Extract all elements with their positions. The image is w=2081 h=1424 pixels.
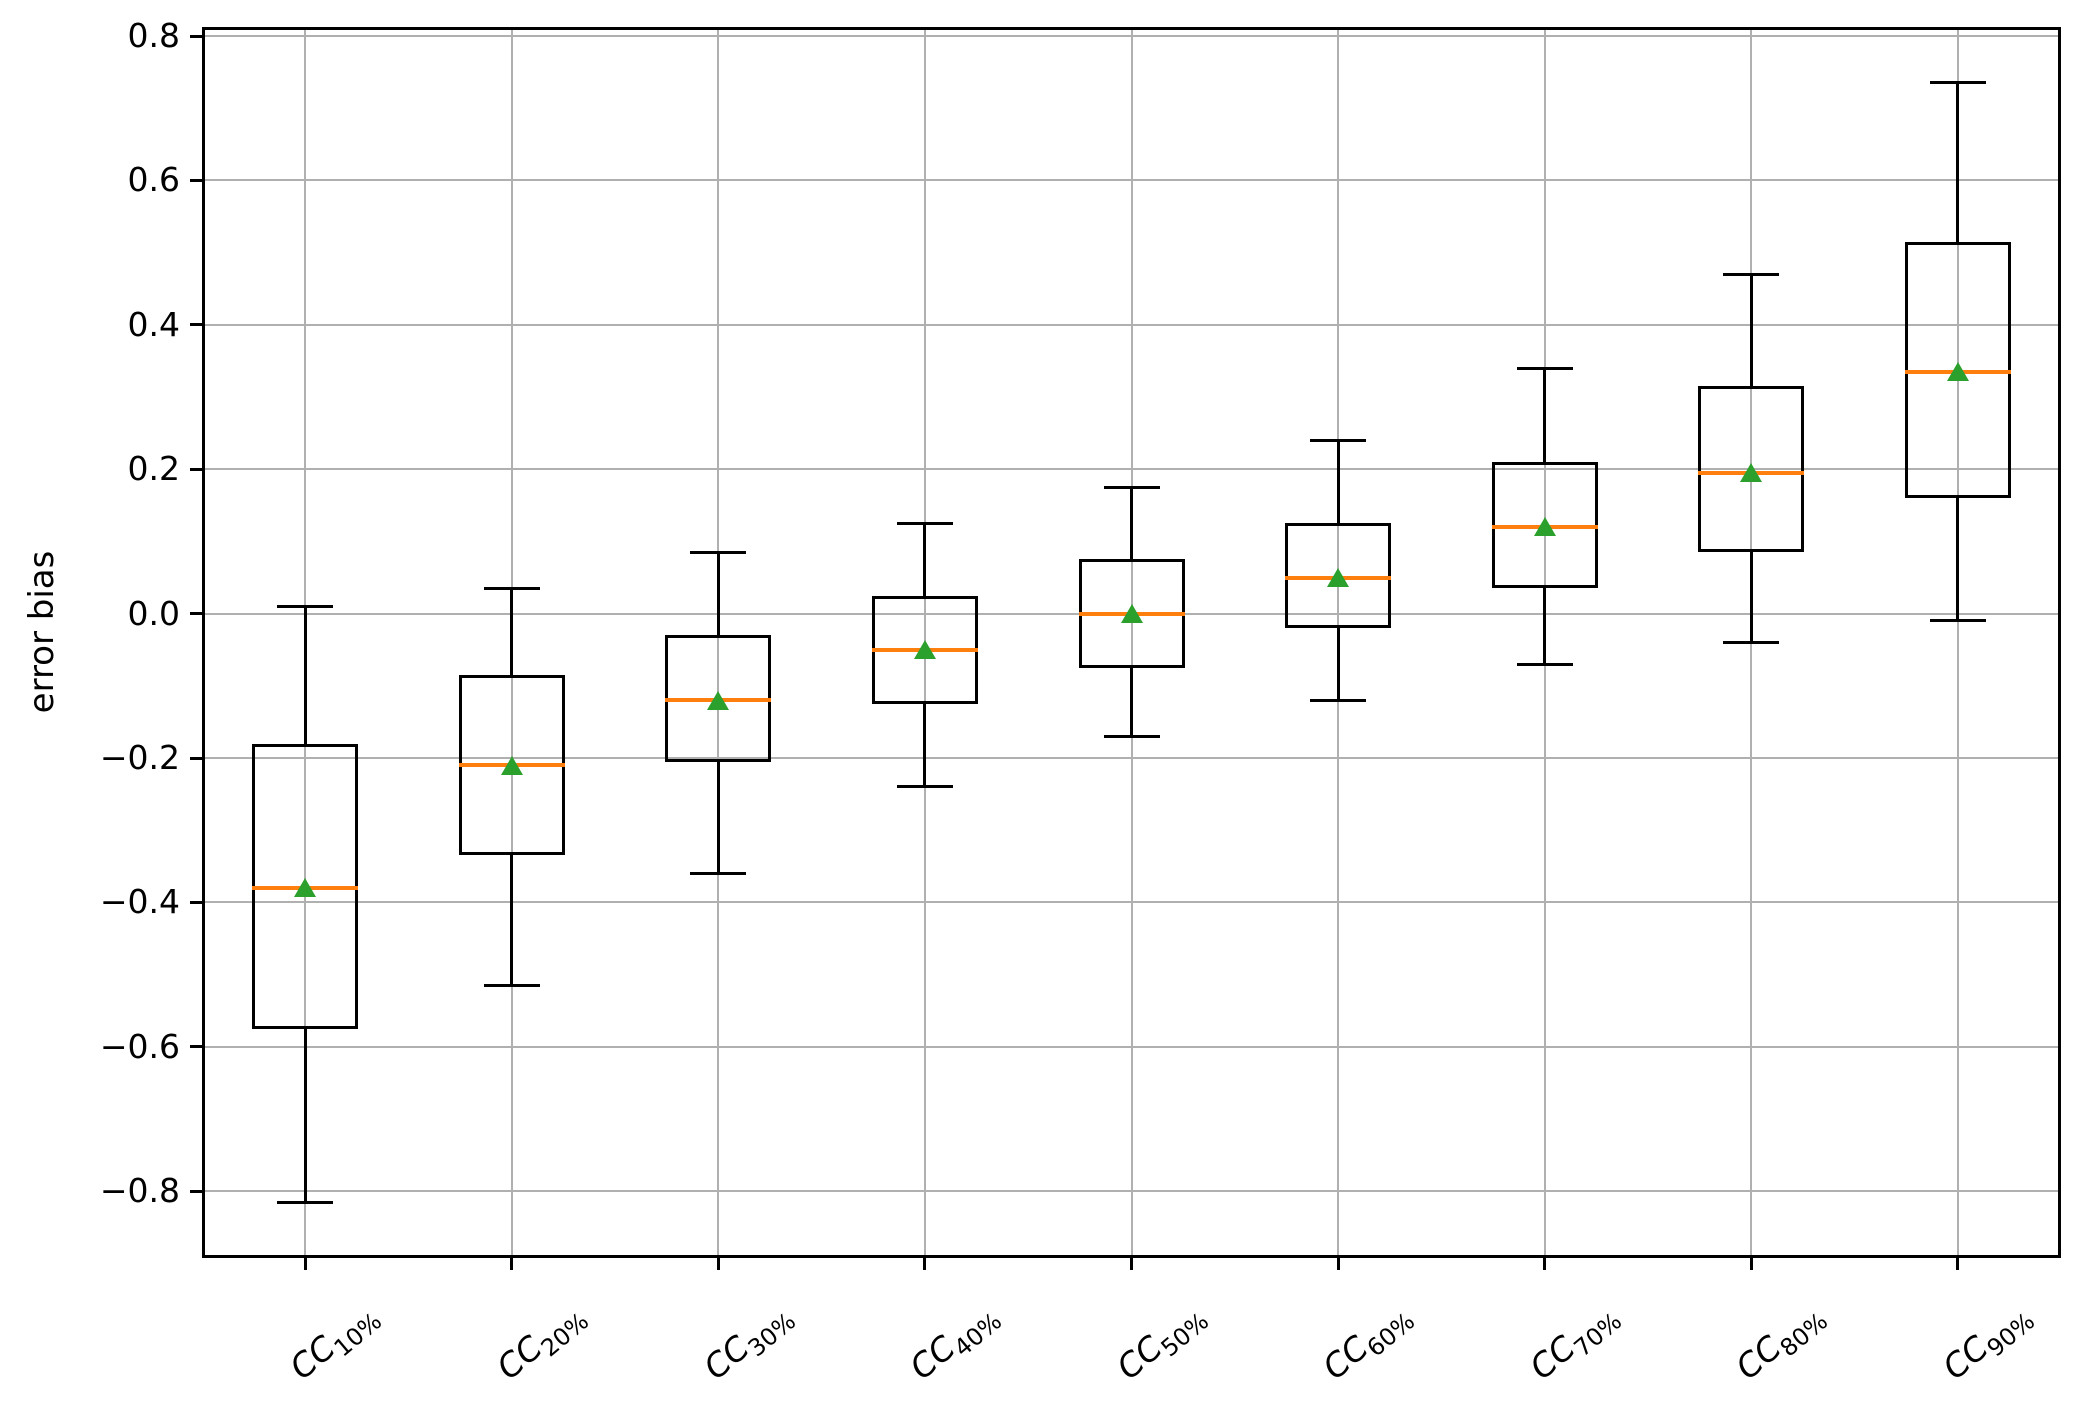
x-tick: [1130, 1258, 1133, 1270]
x-tick-label: CC60%: [1315, 1296, 1420, 1391]
x-tick: [1543, 1258, 1547, 1270]
whisker-upper: [1543, 368, 1547, 462]
box: [1698, 386, 1805, 553]
mean-marker-icon: [1740, 463, 1763, 483]
mean-marker-icon: [294, 878, 317, 898]
whisker-cap-upper: [1310, 438, 1367, 442]
x-tick-label: CC80%: [1728, 1296, 1833, 1391]
y-tick-label: 0.8: [127, 15, 180, 55]
whisker-lower: [1130, 667, 1133, 737]
whisker-lower: [303, 1028, 307, 1203]
whisker-upper: [716, 552, 720, 636]
x-gridline: [717, 27, 720, 1258]
whisker-cap-upper: [483, 586, 540, 590]
y-tick-label: 0.6: [127, 160, 180, 200]
whisker-cap-lower: [1929, 619, 1986, 623]
whisker-upper: [303, 606, 307, 744]
whisker-cap-lower: [690, 872, 747, 876]
y-tick: [190, 900, 202, 904]
whisker-lower: [1956, 498, 1960, 621]
x-tick-label: CC70%: [1522, 1296, 1627, 1391]
y-axis-label: error bias: [22, 550, 62, 714]
y-tick-label: −0.6: [99, 1026, 180, 1066]
mean-marker-icon: [500, 755, 523, 775]
whisker-cap-lower: [1310, 698, 1367, 702]
whisker-upper: [1130, 487, 1133, 560]
x-tick: [716, 1258, 720, 1270]
whisker-cap-lower: [896, 785, 953, 789]
whisker-cap-lower: [1103, 734, 1160, 738]
whisker-cap-upper: [1516, 366, 1573, 370]
y-tick: [190, 612, 202, 616]
whisker-cap-lower: [277, 1200, 334, 1204]
y-tick: [190, 467, 202, 471]
whisker-upper: [1956, 82, 1960, 242]
mean-marker-icon: [707, 690, 730, 710]
whisker-cap-upper: [896, 521, 953, 525]
y-tick: [190, 1189, 202, 1193]
x-tick: [303, 1258, 307, 1270]
x-tick-label: CC50%: [1109, 1296, 1214, 1391]
x-tick-label: CC10%: [283, 1296, 388, 1391]
x-tick-label: CC30%: [696, 1296, 801, 1391]
whisker-lower: [510, 855, 514, 986]
mean-marker-icon: [1120, 604, 1143, 624]
whisker-cap-upper: [1929, 81, 1986, 85]
x-tick: [1956, 1258, 1960, 1270]
mean-marker-icon: [1946, 362, 1969, 382]
whisker-cap-upper: [1723, 272, 1780, 276]
whisker-cap-upper: [277, 604, 334, 608]
whisker-upper: [510, 588, 514, 675]
x-tick-label: CC40%: [902, 1296, 1007, 1391]
whisker-upper: [1749, 274, 1753, 387]
y-tick-label: −0.8: [99, 1171, 180, 1211]
x-tick-label: CC90%: [1935, 1296, 2040, 1391]
whisker-lower: [716, 761, 720, 874]
whisker-cap-lower: [1516, 662, 1573, 666]
mean-marker-icon: [913, 640, 936, 660]
whisker-lower: [1336, 628, 1340, 701]
whisker-cap-lower: [483, 983, 540, 987]
x-tick: [923, 1258, 927, 1270]
x-tick-label: CC20%: [489, 1296, 594, 1391]
whisker-lower: [1543, 588, 1547, 665]
y-tick: [190, 178, 202, 182]
plot-frame: [202, 27, 2061, 1258]
x-tick: [510, 1258, 514, 1270]
y-tick: [190, 323, 202, 327]
whisker-upper: [923, 523, 927, 596]
mean-marker-icon: [1327, 568, 1350, 588]
whisker-lower: [1749, 552, 1753, 643]
whisker-lower: [923, 703, 927, 787]
y-tick-label: 0.4: [127, 304, 180, 344]
x-gridline: [1956, 27, 1959, 1258]
x-gridline: [1130, 27, 1133, 1258]
whisker-cap-upper: [690, 550, 747, 554]
y-tick-label: 0.2: [127, 449, 180, 489]
x-tick: [1336, 1258, 1340, 1270]
y-tick-label: −0.4: [99, 882, 180, 922]
y-tick: [190, 34, 202, 38]
y-tick: [190, 1045, 202, 1049]
y-tick-label: −0.2: [99, 737, 180, 777]
whisker-cap-upper: [1103, 485, 1160, 489]
y-tick-label: 0.0: [127, 593, 180, 633]
mean-marker-icon: [1533, 517, 1556, 537]
y-tick: [190, 756, 202, 760]
whisker-upper: [1336, 440, 1340, 524]
x-tick: [1749, 1258, 1753, 1270]
whisker-cap-lower: [1723, 641, 1780, 644]
